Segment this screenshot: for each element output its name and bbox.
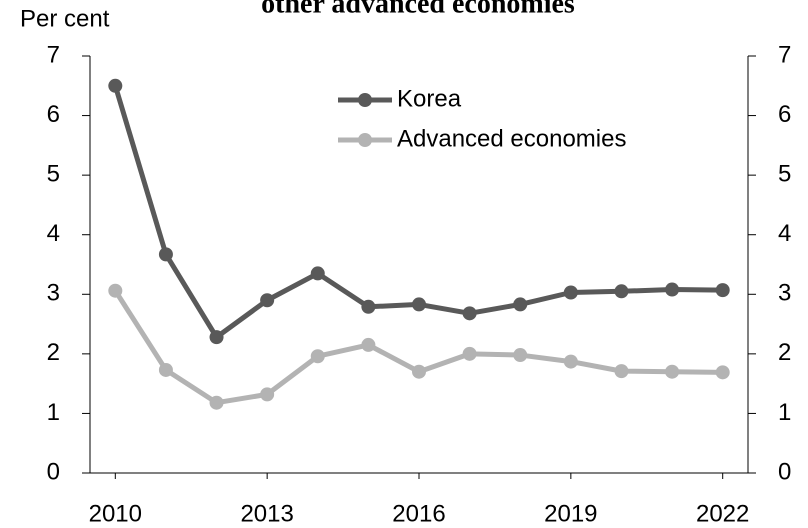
series-marker bbox=[563, 285, 578, 300]
y-tick-label: 0 bbox=[47, 458, 60, 485]
legend-marker bbox=[358, 93, 372, 107]
x-tick-label: 2013 bbox=[240, 500, 293, 527]
y2-tick-label: 2 bbox=[778, 339, 791, 366]
legend-marker bbox=[358, 133, 372, 147]
series-marker bbox=[209, 330, 224, 345]
y2-tick-label: 3 bbox=[778, 280, 791, 307]
series-marker bbox=[513, 348, 528, 363]
legend-label: Korea bbox=[397, 85, 462, 112]
y-tick-label: 2 bbox=[47, 339, 60, 366]
y-tick-label: 6 bbox=[47, 101, 60, 128]
y-tick-label: 5 bbox=[47, 160, 60, 187]
series-marker bbox=[310, 266, 325, 281]
series-marker bbox=[462, 346, 477, 361]
y2-tick-label: 7 bbox=[778, 41, 791, 68]
y-tick-label: 7 bbox=[47, 41, 60, 68]
series-marker bbox=[715, 283, 730, 298]
y-tick-label: 1 bbox=[47, 399, 60, 426]
series-marker bbox=[209, 395, 224, 410]
y-axis-label: Per cent bbox=[20, 5, 110, 32]
series-marker bbox=[158, 362, 173, 377]
series-marker bbox=[412, 364, 426, 379]
series-marker bbox=[361, 299, 376, 314]
series-marker bbox=[158, 247, 173, 262]
series-marker bbox=[361, 337, 376, 352]
series-marker bbox=[310, 349, 325, 364]
series-marker bbox=[563, 354, 578, 369]
series-marker bbox=[412, 297, 426, 312]
series-marker bbox=[260, 293, 275, 308]
y-tick-label: 3 bbox=[47, 280, 60, 307]
series-marker bbox=[715, 365, 730, 380]
y-tick-label: 4 bbox=[47, 220, 60, 247]
series-marker bbox=[614, 364, 629, 379]
y2-tick-label: 6 bbox=[778, 101, 791, 128]
x-tick-label: 2022 bbox=[696, 500, 749, 527]
x-tick-label: 2019 bbox=[544, 500, 597, 527]
y2-tick-label: 1 bbox=[778, 399, 791, 426]
chart-title: other advanced economies bbox=[261, 0, 575, 19]
x-tick-label: 2016 bbox=[392, 500, 445, 527]
series-marker bbox=[108, 78, 123, 93]
y2-tick-label: 5 bbox=[778, 160, 791, 187]
y2-tick-label: 4 bbox=[778, 220, 791, 247]
x-tick-label: 2010 bbox=[89, 500, 142, 527]
series-marker bbox=[665, 364, 680, 379]
series-marker bbox=[260, 387, 275, 402]
y2-tick-label: 0 bbox=[778, 458, 791, 485]
series-marker bbox=[665, 282, 680, 297]
series-marker bbox=[108, 283, 123, 298]
series-marker bbox=[462, 306, 477, 321]
series-marker bbox=[614, 284, 629, 299]
series-marker bbox=[513, 297, 528, 312]
legend-label: Advanced economies bbox=[397, 125, 626, 152]
